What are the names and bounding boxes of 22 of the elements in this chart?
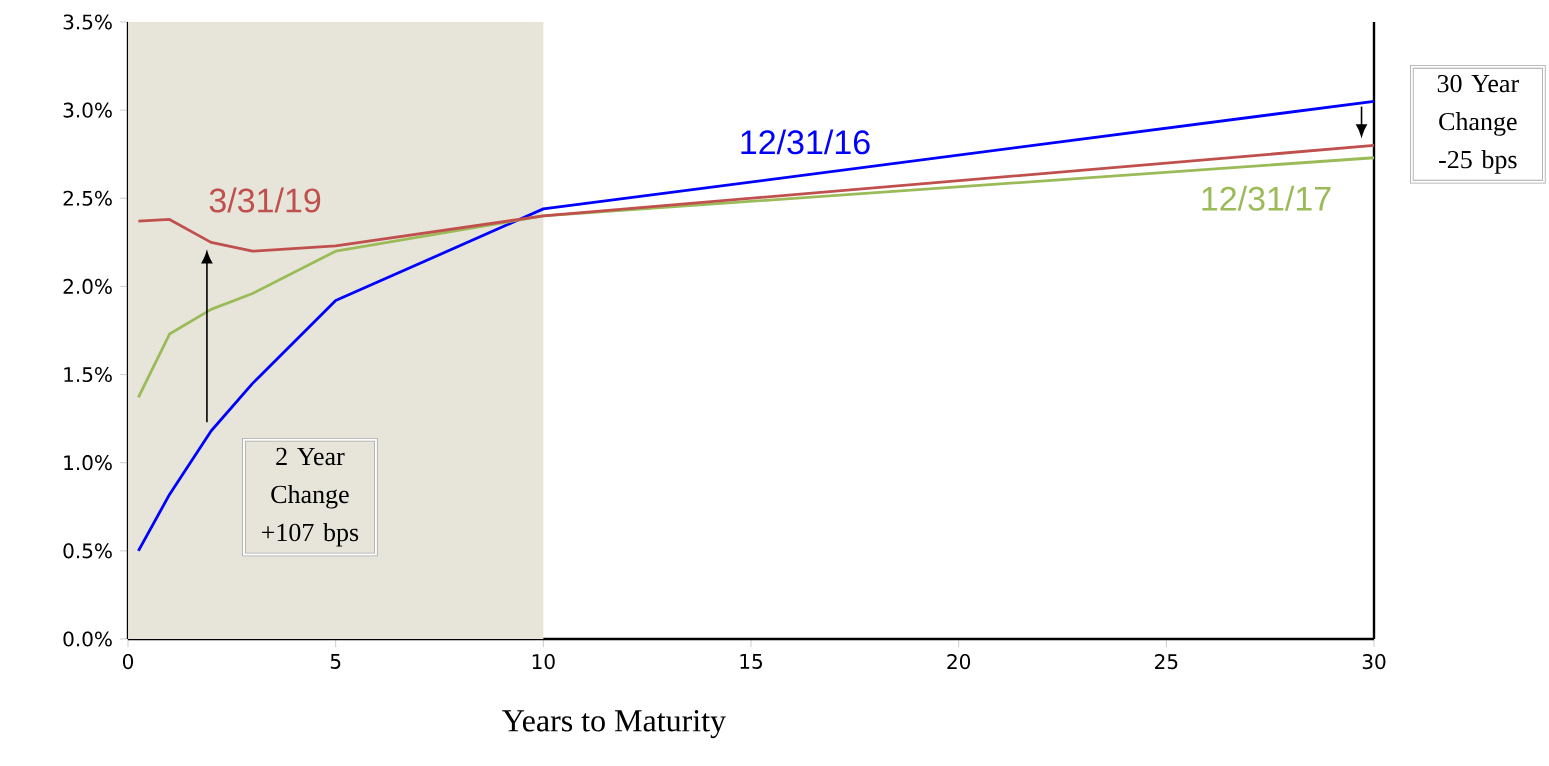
series-label: 12/31/17 — [1202, 185, 1331, 211]
y-tick-label: 3.0% — [63, 102, 112, 118]
line-series — [137, 99, 1376, 553]
x-tick-label: 15 — [740, 654, 762, 669]
y-tick-label: 0.0% — [63, 631, 112, 647]
x-tick-label: 5 — [330, 654, 341, 669]
text: 30 Year Change -25 bps — [1437, 74, 1519, 174]
x-tick-label: 0 — [122, 654, 134, 670]
y-tick-label: 0.5% — [63, 543, 112, 559]
series-label: 12/31/16 — [741, 129, 870, 155]
x-tick-label: 10 — [532, 654, 555, 670]
series-label: 3/31/19 — [209, 187, 321, 213]
x-tick-label: 25 — [1155, 654, 1178, 670]
y-tick-label: 3.5% — [63, 14, 112, 30]
y-tick-label: 1.0% — [64, 455, 112, 471]
y-tick-label: 2.5% — [63, 190, 112, 206]
x-tick-label: 20 — [947, 654, 971, 670]
y-tick-label: 1.5% — [64, 366, 112, 383]
y-tick-label: 2.0% — [63, 278, 112, 294]
x-tick-label: 30 — [1362, 654, 1386, 670]
annotation: 2 Year Change +107 bps — [261, 447, 359, 547]
x-axis-title: Years to Maturity — [502, 710, 726, 739]
